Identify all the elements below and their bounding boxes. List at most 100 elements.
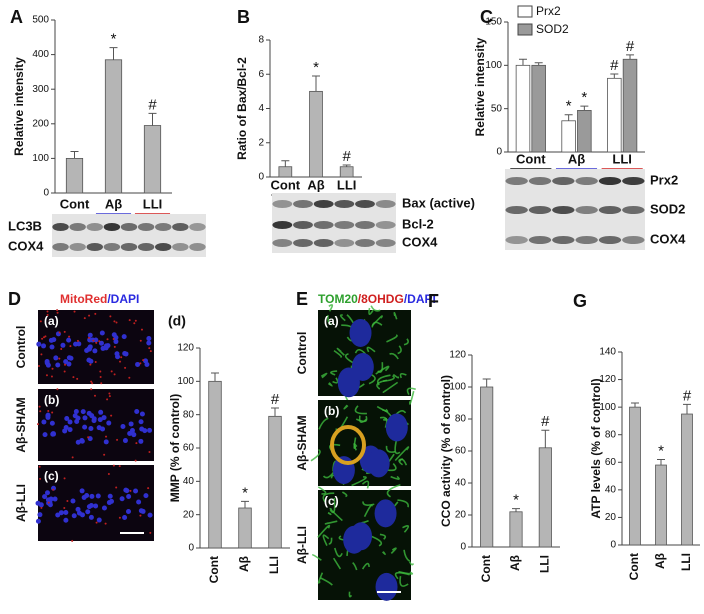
blot-band — [313, 239, 334, 247]
mito-red — [47, 409, 50, 412]
nucleus — [122, 351, 128, 357]
blot-band — [622, 177, 645, 185]
mito-red — [118, 516, 121, 519]
mito-fiber — [336, 347, 345, 356]
mito-fiber — [334, 547, 343, 558]
mito-red — [128, 376, 131, 379]
mito-fiber — [408, 561, 415, 566]
micrograph — [38, 389, 154, 461]
mito-fiber — [338, 535, 344, 541]
mito-fiber — [386, 484, 401, 498]
y-tick-label: 0 — [610, 540, 616, 551]
bar — [268, 415, 282, 549]
mito-fiber — [322, 492, 335, 503]
mito-fiber — [317, 524, 331, 538]
mito-red — [50, 375, 53, 378]
significance-marker: # — [342, 148, 351, 165]
x-tick-label: LLI — [612, 151, 632, 166]
panel-letter: E — [296, 289, 308, 309]
mito-fiber — [343, 404, 349, 410]
mito-fiber — [408, 390, 415, 405]
mito-fiber — [329, 497, 336, 514]
mito-red — [39, 477, 42, 480]
mito-red — [39, 410, 42, 413]
mito-fiber — [327, 511, 332, 516]
y-tick-label: 2 — [258, 137, 264, 148]
mito-red — [147, 487, 150, 490]
error-bar — [657, 459, 665, 466]
mito-red — [104, 522, 107, 525]
mito-fiber — [382, 374, 395, 383]
panel-letter: A — [10, 7, 23, 27]
image-tag: (a) — [44, 314, 59, 328]
significance-marker: # — [541, 413, 550, 430]
y-tick-label: 100 — [32, 153, 49, 164]
bar — [208, 380, 222, 549]
mito-red — [73, 310, 76, 313]
mito-red — [113, 320, 116, 323]
blot-band — [575, 236, 598, 244]
mito-red — [71, 456, 74, 459]
mito-red — [115, 321, 118, 324]
y-tick-label: 4 — [258, 103, 264, 114]
mito-red — [52, 488, 55, 491]
y-tick-label: 200 — [32, 118, 49, 129]
nucleus — [88, 358, 94, 364]
legend-swatch — [517, 5, 533, 18]
significance-marker: # — [626, 38, 635, 55]
nucleus — [97, 417, 103, 423]
bar — [65, 157, 84, 194]
mito-red — [46, 314, 49, 317]
nucleus — [82, 424, 88, 430]
x-tick-label: LLI — [538, 555, 552, 573]
mito-fiber — [385, 445, 396, 453]
x-tick-label: Cont — [627, 553, 641, 580]
error-bar — [312, 75, 320, 92]
mito-red — [95, 521, 98, 524]
blot-band — [622, 236, 645, 244]
nucleus — [139, 411, 145, 417]
y-tick-label: 60 — [605, 457, 617, 468]
y-tick-label: 0 — [496, 147, 502, 158]
y-tick-label: 40 — [455, 478, 467, 489]
nucleus — [122, 438, 128, 444]
error-bar — [109, 47, 118, 60]
mito-fiber — [351, 476, 367, 487]
nucleus — [79, 512, 85, 518]
bar — [104, 59, 123, 194]
nucleus — [88, 514, 94, 520]
bar — [509, 511, 523, 548]
mito-fiber — [348, 591, 353, 598]
mito-red — [90, 380, 93, 383]
significance-marker: # — [683, 387, 692, 404]
nucleus — [89, 413, 95, 419]
mito-fiber — [327, 314, 332, 326]
nucleus — [134, 409, 140, 415]
nucleus — [49, 344, 55, 350]
blot-band — [575, 206, 598, 214]
mito-fiber — [339, 314, 346, 322]
bar — [309, 90, 323, 178]
mito-red — [69, 345, 72, 348]
nucleus — [337, 369, 360, 398]
y-tick-label: 400 — [32, 49, 49, 60]
mito-fiber — [341, 491, 348, 498]
mito-fiber — [330, 370, 338, 376]
mito-fiber — [389, 352, 399, 360]
mito-red — [63, 477, 66, 480]
x-tick-label: Cont — [479, 555, 493, 582]
bar — [629, 406, 641, 546]
mito-red — [94, 361, 97, 364]
nucleus — [147, 427, 153, 433]
nucleus — [71, 513, 77, 519]
mito-red — [110, 414, 113, 417]
nucleus — [146, 340, 152, 346]
blot-label: SOD2 — [650, 201, 685, 216]
mito-red — [43, 336, 46, 339]
nucleus — [44, 490, 50, 496]
nucleus — [133, 488, 139, 494]
x-tick-label: Aβ — [653, 553, 667, 569]
blot-band — [52, 223, 69, 231]
mito-red — [39, 320, 42, 323]
error-bar — [518, 58, 527, 66]
